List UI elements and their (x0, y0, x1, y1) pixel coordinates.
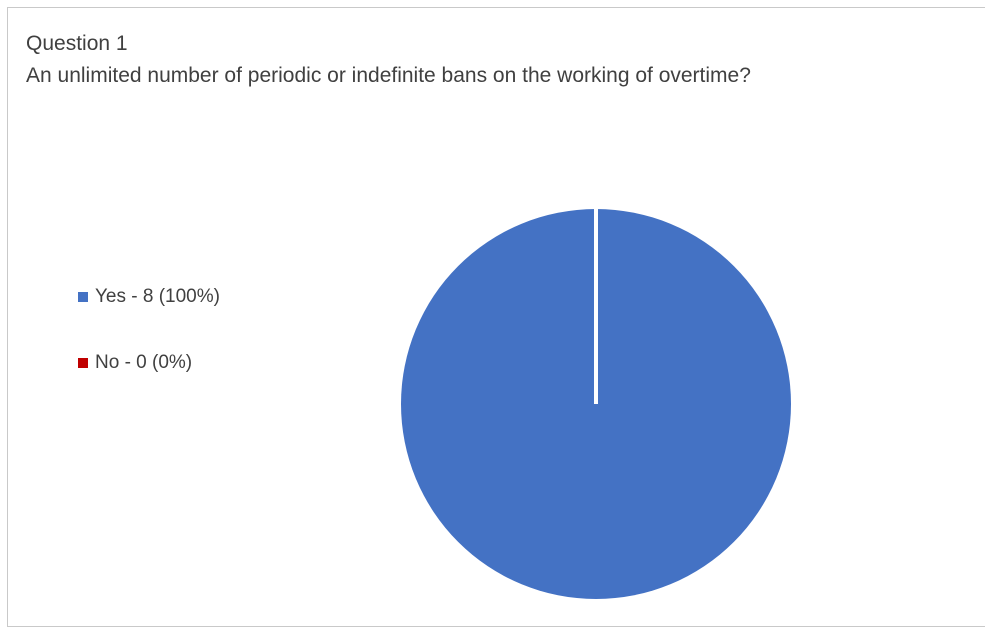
chart-subtitle: An unlimited number of periodic or indef… (26, 64, 751, 87)
pie-chart (401, 209, 791, 599)
legend-item-yes: Yes - 8 (100%) (78, 282, 220, 312)
legend-label-no: No - 0 (0%) (95, 352, 193, 373)
chart-legend: Yes - 8 (100%) No - 0 (0%) (78, 282, 220, 414)
chart-title-block: Question 1 An unlimited number of period… (26, 28, 751, 92)
chart-title: Question 1 (26, 32, 128, 55)
legend-swatch-no (78, 358, 88, 368)
legend-swatch-yes (78, 292, 88, 302)
legend-item-no: No - 0 (0%) (78, 348, 220, 378)
legend-label-yes: Yes - 8 (100%) (95, 286, 220, 307)
